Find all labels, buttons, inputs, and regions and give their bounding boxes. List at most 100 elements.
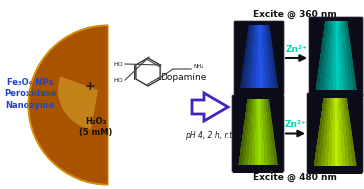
Bar	[256, 86, 259, 89]
Bar	[251, 123, 254, 126]
Bar	[254, 65, 257, 68]
Bar	[347, 37, 350, 40]
Bar	[262, 65, 265, 68]
Bar	[256, 74, 259, 76]
Bar	[332, 120, 335, 123]
Bar	[251, 38, 253, 40]
Bar	[270, 154, 274, 157]
Bar	[348, 67, 351, 70]
Bar	[325, 150, 329, 153]
Wedge shape	[28, 25, 108, 185]
Bar	[339, 60, 342, 63]
Bar	[326, 51, 329, 54]
Bar	[253, 33, 256, 36]
Bar	[257, 46, 259, 49]
Wedge shape	[58, 76, 98, 129]
Bar	[255, 152, 258, 154]
Bar	[265, 84, 269, 87]
Bar	[316, 150, 319, 153]
Bar	[345, 76, 349, 79]
Bar	[349, 49, 352, 51]
Bar	[258, 128, 261, 130]
Bar	[253, 40, 255, 42]
Bar	[341, 141, 344, 143]
Bar	[328, 152, 332, 155]
Bar	[336, 30, 339, 33]
Bar	[246, 65, 249, 68]
Bar	[269, 38, 272, 40]
Bar	[258, 152, 261, 154]
Bar	[330, 21, 332, 24]
Bar	[325, 37, 327, 40]
Bar	[346, 88, 350, 90]
Bar	[320, 143, 323, 146]
Bar	[259, 61, 262, 63]
Bar	[245, 117, 247, 119]
Bar	[316, 147, 320, 150]
Bar	[273, 69, 276, 72]
Bar	[251, 121, 254, 124]
Bar	[262, 112, 265, 115]
Bar	[345, 71, 348, 74]
Bar	[329, 102, 331, 105]
Bar	[272, 143, 275, 146]
Bar	[258, 114, 261, 117]
Bar	[247, 38, 249, 40]
Bar	[241, 145, 244, 148]
Bar	[260, 101, 262, 104]
Bar	[259, 40, 261, 42]
Bar	[262, 67, 265, 70]
Bar	[347, 115, 350, 118]
Bar	[244, 143, 247, 146]
Bar	[336, 83, 340, 86]
Bar	[333, 83, 336, 86]
Bar	[327, 40, 329, 42]
Bar	[258, 158, 261, 161]
Bar	[254, 48, 257, 51]
Bar	[319, 85, 323, 88]
Bar	[338, 143, 341, 146]
Bar	[341, 143, 344, 146]
Bar	[264, 54, 266, 57]
Bar	[327, 65, 331, 67]
Bar	[258, 103, 260, 106]
Bar	[325, 55, 328, 58]
Bar	[261, 29, 263, 32]
Bar	[243, 147, 246, 150]
Bar	[244, 123, 246, 126]
Bar	[331, 58, 333, 60]
Bar	[344, 30, 347, 33]
Bar	[256, 80, 259, 82]
Bar	[333, 53, 336, 56]
Bar	[326, 111, 328, 114]
Bar	[334, 40, 336, 42]
Bar	[321, 111, 324, 114]
Bar	[349, 163, 353, 166]
Bar	[339, 71, 343, 74]
Bar	[266, 106, 268, 108]
Bar	[257, 27, 259, 30]
Bar	[245, 134, 248, 137]
Bar	[328, 154, 332, 157]
Bar	[332, 150, 335, 153]
Bar	[274, 158, 277, 161]
Bar	[270, 71, 273, 74]
Bar	[242, 163, 245, 166]
Bar	[268, 128, 271, 130]
Bar	[246, 44, 248, 46]
Bar	[249, 54, 252, 57]
Bar	[256, 128, 258, 130]
Bar	[342, 21, 344, 24]
Bar	[324, 44, 327, 47]
Bar	[249, 158, 252, 161]
Bar	[244, 82, 247, 84]
Polygon shape	[270, 22, 283, 88]
Bar	[335, 127, 338, 130]
Bar	[262, 103, 264, 106]
Bar	[243, 150, 246, 152]
Bar	[270, 121, 272, 124]
Bar	[263, 128, 266, 130]
Bar	[328, 21, 331, 24]
Wedge shape	[28, 26, 108, 184]
Bar	[271, 134, 274, 137]
